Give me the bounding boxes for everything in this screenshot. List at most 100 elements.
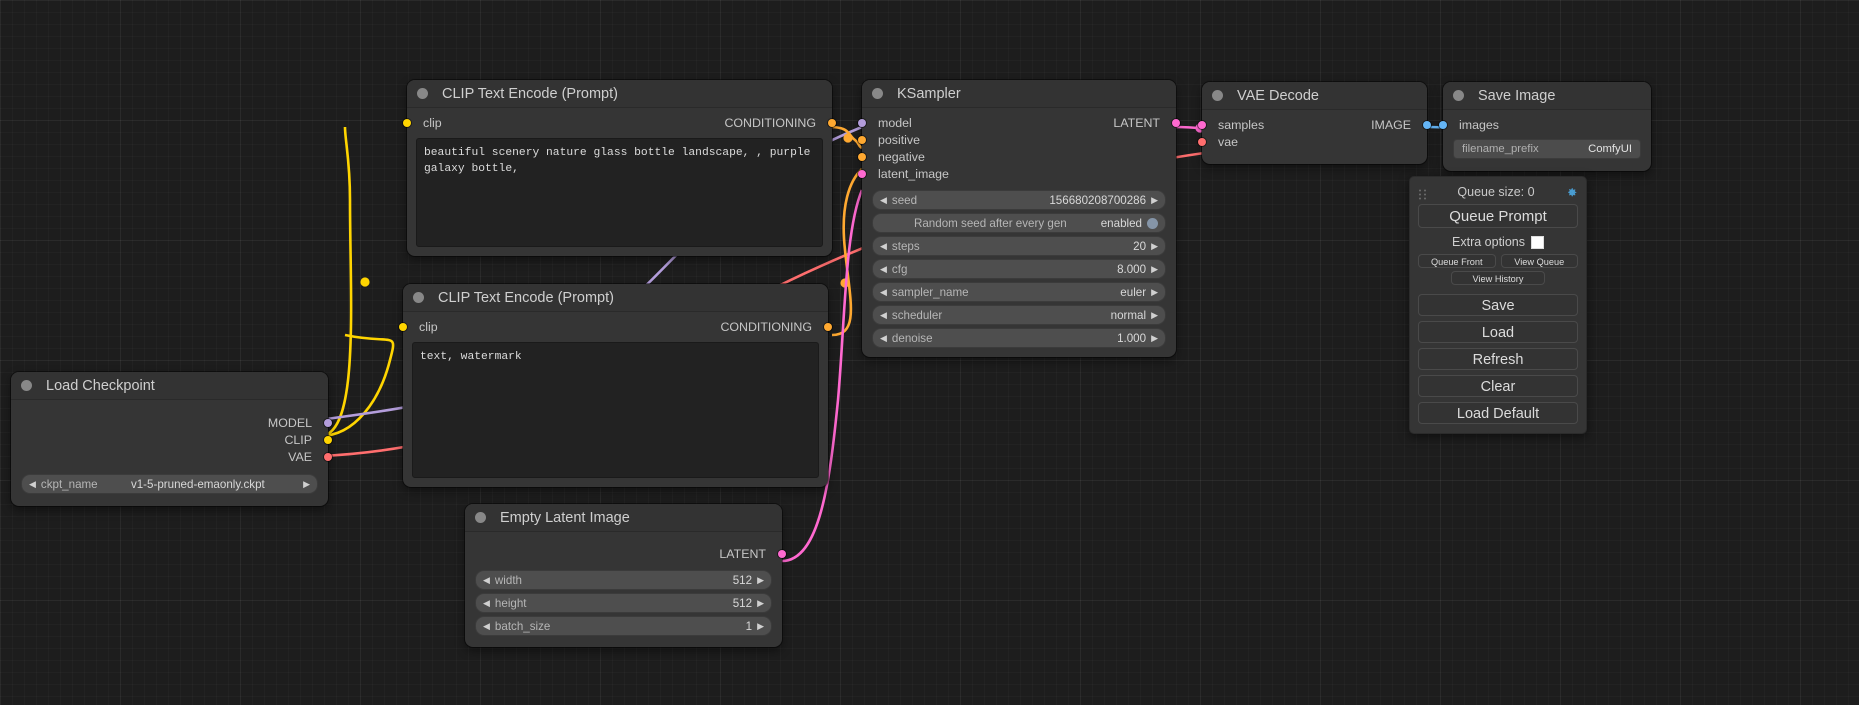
widget-value[interactable]: 156680208700286 — [1049, 193, 1147, 207]
increment-arrow-icon[interactable]: ▶ — [1151, 240, 1158, 251]
output-dot-vae[interactable] — [324, 452, 332, 461]
decrement-arrow-icon[interactable]: ◀ — [880, 194, 887, 205]
output-dot-latent[interactable] — [1172, 118, 1180, 127]
node-load-checkpoint[interactable]: Load Checkpoint MODEL CLIP VAE ◀ ckpt_na… — [11, 372, 332, 506]
output-slot-clip[interactable]: CLIP — [11, 431, 332, 448]
prompt-textarea-positive[interactable]: beautiful scenery nature glass bottle la… — [416, 138, 823, 247]
increment-arrow-icon[interactable]: ▶ — [303, 478, 310, 489]
node-title-bar[interactable]: KSampler — [862, 80, 1176, 108]
widget-scheduler[interactable]: ◀ scheduler normal ▶ — [872, 305, 1166, 325]
increment-arrow-icon[interactable]: ▶ — [1151, 286, 1158, 297]
clear-button[interactable]: Clear — [1418, 375, 1578, 397]
output-slot-latent[interactable]: LATENT — [465, 545, 786, 562]
input-dot-positive[interactable] — [858, 135, 866, 144]
input-slot-latent-image[interactable]: latent_image — [858, 165, 1176, 182]
increment-arrow-icon[interactable]: ▶ — [1151, 263, 1158, 274]
queue-front-button[interactable]: Queue Front — [1418, 254, 1496, 268]
output-dot-latent[interactable] — [778, 549, 786, 558]
increment-arrow-icon[interactable]: ▶ — [757, 574, 764, 585]
extra-options-checkbox[interactable] — [1530, 235, 1544, 249]
decrement-arrow-icon[interactable]: ◀ — [880, 309, 887, 320]
queue-prompt-button[interactable]: Queue Prompt — [1418, 204, 1578, 228]
widget-seed[interactable]: ◀ seed 156680208700286 ▶ — [872, 190, 1166, 210]
decrement-arrow-icon[interactable]: ◀ — [29, 478, 36, 489]
input-dot-clip[interactable] — [399, 322, 407, 331]
widget-value[interactable]: 512 — [732, 573, 753, 587]
widget-height[interactable]: ◀ height 512 ▶ — [475, 593, 772, 613]
node-empty-latent-image[interactable]: Empty Latent Image LATENT ◀ width 512 ▶ … — [465, 504, 786, 647]
widget-denoise[interactable]: ◀ denoise 1.000 ▶ — [872, 328, 1166, 348]
output-slot-conditioning[interactable]: CONDITIONING — [724, 114, 836, 131]
widget-sampler-name[interactable]: ◀ sampler_name euler ▶ — [872, 282, 1166, 302]
input-slot-vae[interactable]: vae — [1198, 133, 1427, 150]
gear-icon[interactable] — [1565, 186, 1578, 199]
node-save-image[interactable]: Save Image images filename_prefix ComfyU… — [1439, 82, 1651, 171]
node-clip-text-encode-negative[interactable]: CLIP Text Encode (Prompt) clip CONDITION… — [399, 284, 832, 487]
input-slot-clip[interactable]: clip CONDITIONING — [399, 318, 832, 335]
output-dot-conditioning[interactable] — [824, 322, 832, 331]
widget-value[interactable]: 1 — [745, 619, 753, 633]
output-slot-image[interactable]: IMAGE — [1371, 116, 1431, 133]
node-title-bar[interactable]: VAE Decode — [1202, 82, 1427, 110]
drag-handle-icon[interactable] — [1418, 187, 1427, 199]
prompt-textarea-negative[interactable]: text, watermark — [412, 342, 819, 478]
decrement-arrow-icon[interactable]: ◀ — [880, 240, 887, 251]
collapse-dot-icon[interactable] — [413, 292, 424, 303]
widget-value[interactable]: 1.000 — [1117, 331, 1147, 345]
widget-value[interactable]: 8.000 — [1117, 262, 1147, 276]
widget-value[interactable]: normal — [1110, 308, 1147, 322]
increment-arrow-icon[interactable]: ▶ — [757, 620, 764, 631]
input-dot-latent-image[interactable] — [858, 169, 866, 178]
collapse-dot-icon[interactable] — [872, 88, 883, 99]
widget-value[interactable]: euler — [1120, 285, 1147, 299]
node-ksampler[interactable]: KSampler model LATENT positive negative … — [858, 80, 1180, 357]
input-slot-clip[interactable]: clip CONDITIONING — [403, 114, 836, 131]
node-clip-text-encode-positive[interactable]: CLIP Text Encode (Prompt) clip CONDITION… — [403, 80, 836, 256]
increment-arrow-icon[interactable]: ▶ — [1151, 194, 1158, 205]
widget-width[interactable]: ◀ width 512 ▶ — [475, 570, 772, 590]
widget-cfg[interactable]: ◀ cfg 8.000 ▶ — [872, 259, 1166, 279]
load-button[interactable]: Load — [1418, 321, 1578, 343]
output-slot-vae[interactable]: VAE — [11, 448, 332, 465]
save-button[interactable]: Save — [1418, 294, 1578, 316]
input-dot-samples[interactable] — [1198, 120, 1206, 129]
decrement-arrow-icon[interactable]: ◀ — [483, 574, 490, 585]
decrement-arrow-icon[interactable]: ◀ — [880, 263, 887, 274]
collapse-dot-icon[interactable] — [1453, 90, 1464, 101]
node-title-bar[interactable]: Load Checkpoint — [11, 372, 328, 400]
decrement-arrow-icon[interactable]: ◀ — [483, 620, 490, 631]
widget-random-seed-toggle[interactable]: Random seed after every gen enabled — [872, 213, 1166, 233]
widget-value[interactable]: 512 — [732, 596, 753, 610]
input-slot-samples[interactable]: samples IMAGE — [1198, 116, 1431, 133]
output-slot-latent[interactable]: LATENT — [1113, 114, 1180, 131]
widget-value[interactable]: v1-5-pruned-emaonly.ckpt — [130, 477, 265, 491]
increment-arrow-icon[interactable]: ▶ — [1151, 332, 1158, 343]
view-history-button[interactable]: View History — [1451, 271, 1545, 285]
decrement-arrow-icon[interactable]: ◀ — [880, 286, 887, 297]
decrement-arrow-icon[interactable]: ◀ — [483, 597, 490, 608]
collapse-dot-icon[interactable] — [417, 88, 428, 99]
node-title-bar[interactable]: Save Image — [1443, 82, 1651, 110]
load-default-button[interactable]: Load Default — [1418, 402, 1578, 424]
input-dot-vae[interactable] — [1198, 137, 1206, 146]
input-dot-negative[interactable] — [858, 152, 866, 161]
input-slot-positive[interactable]: positive — [858, 131, 1176, 148]
widget-value[interactable]: 20 — [1133, 239, 1147, 253]
output-slot-conditioning[interactable]: CONDITIONING — [720, 318, 832, 335]
output-dot-clip[interactable] — [324, 435, 332, 444]
node-title-bar[interactable]: CLIP Text Encode (Prompt) — [403, 284, 828, 312]
node-vae-decode[interactable]: VAE Decode samples IMAGE vae — [1198, 82, 1431, 164]
collapse-dot-icon[interactable] — [1212, 90, 1223, 101]
input-slot-images[interactable]: images — [1439, 116, 1651, 133]
toggle-knob-icon[interactable] — [1147, 217, 1158, 229]
output-dot-conditioning[interactable] — [828, 118, 836, 127]
output-dot-model[interactable] — [324, 418, 332, 427]
output-slot-model[interactable]: MODEL — [11, 414, 332, 431]
input-dot-clip[interactable] — [403, 118, 411, 127]
widget-batch-size[interactable]: ◀ batch_size 1 ▶ — [475, 616, 772, 636]
increment-arrow-icon[interactable]: ▶ — [757, 597, 764, 608]
collapse-dot-icon[interactable] — [475, 512, 486, 523]
input-slot-model[interactable]: model LATENT — [858, 114, 1180, 131]
output-dot-image[interactable] — [1423, 120, 1431, 129]
view-queue-button[interactable]: View Queue — [1500, 254, 1578, 268]
